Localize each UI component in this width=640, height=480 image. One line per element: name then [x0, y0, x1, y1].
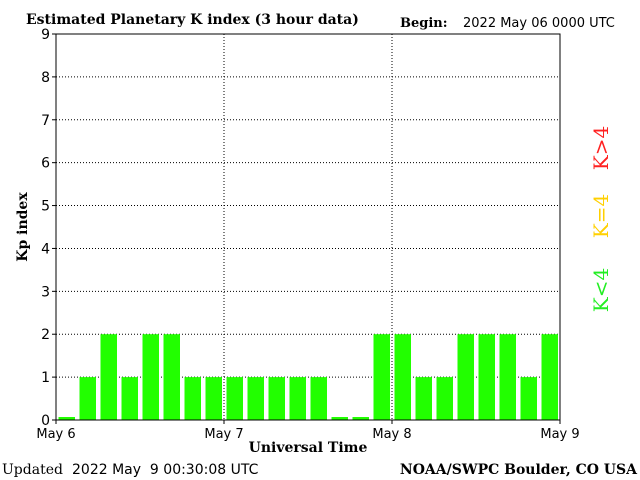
y-tick-label: 9	[41, 27, 50, 43]
y-tick-label: 2	[41, 327, 50, 343]
kp-bar	[289, 377, 306, 420]
kp-bar	[331, 417, 348, 420]
y-ticks: 0 1 2 3 4 5 6 7 8 9	[41, 27, 56, 429]
kp-bar	[247, 377, 264, 420]
kp-bar	[205, 377, 222, 420]
chart-title: Estimated Planetary K index (3 hour data…	[26, 12, 359, 28]
kp-bar	[373, 334, 390, 420]
grid-lines	[56, 34, 560, 420]
y-tick-label: 5	[41, 199, 50, 215]
y-tick-label: 1	[41, 370, 50, 386]
y-tick-label: 7	[41, 113, 50, 129]
begin-value: 2022 May 06 0000 UTC	[463, 16, 615, 31]
begin-label: Begin:	[400, 16, 448, 31]
kp-bar	[310, 377, 327, 420]
y-tick-label: 0	[41, 413, 50, 429]
x-ticks: May 6 May 7 May 8 May 9	[36, 420, 580, 442]
x-tick-label: May 7	[204, 427, 243, 442]
kp-bar	[79, 377, 96, 420]
kp-bar	[184, 377, 201, 420]
kp-bar	[163, 334, 180, 420]
kp-bar	[436, 377, 453, 420]
legend-low: K<4	[589, 268, 613, 312]
legend-high: K>4	[589, 126, 613, 170]
bars	[58, 334, 558, 420]
y-tick-label: 3	[41, 284, 50, 300]
kp-bar	[520, 377, 537, 420]
kp-bar	[478, 334, 495, 420]
credit-text: NOAA/SWPC Boulder, CO USA	[400, 462, 638, 478]
kp-bar	[142, 334, 159, 420]
plot-frame	[55, 33, 561, 421]
y-tick-label: 4	[41, 241, 50, 257]
kp-bar	[541, 334, 558, 420]
kp-bar	[415, 377, 432, 420]
updated-label: Updated	[2, 462, 63, 478]
kp-bar	[352, 417, 369, 420]
kp-bar	[121, 377, 138, 420]
x-tick-label: May 9	[540, 427, 579, 442]
x-axis-label: Universal Time	[249, 440, 368, 456]
kp-bar	[499, 334, 516, 420]
kp-bar	[394, 334, 411, 420]
kp-bar	[100, 334, 117, 420]
y-axis-label: Kp index	[15, 192, 31, 262]
updated-value: 2022 May 9 00:30:08 UTC	[72, 462, 259, 478]
y-tick-label: 8	[41, 70, 50, 86]
kp-bar	[268, 377, 285, 420]
kp-bar	[457, 334, 474, 420]
x-tick-label: May 8	[372, 427, 411, 442]
legend-equal: K=4	[589, 194, 613, 238]
y-tick-label: 6	[41, 156, 50, 172]
x-tick-label: May 6	[36, 427, 75, 442]
kp-bar	[226, 377, 243, 420]
kp-bar	[58, 417, 75, 420]
